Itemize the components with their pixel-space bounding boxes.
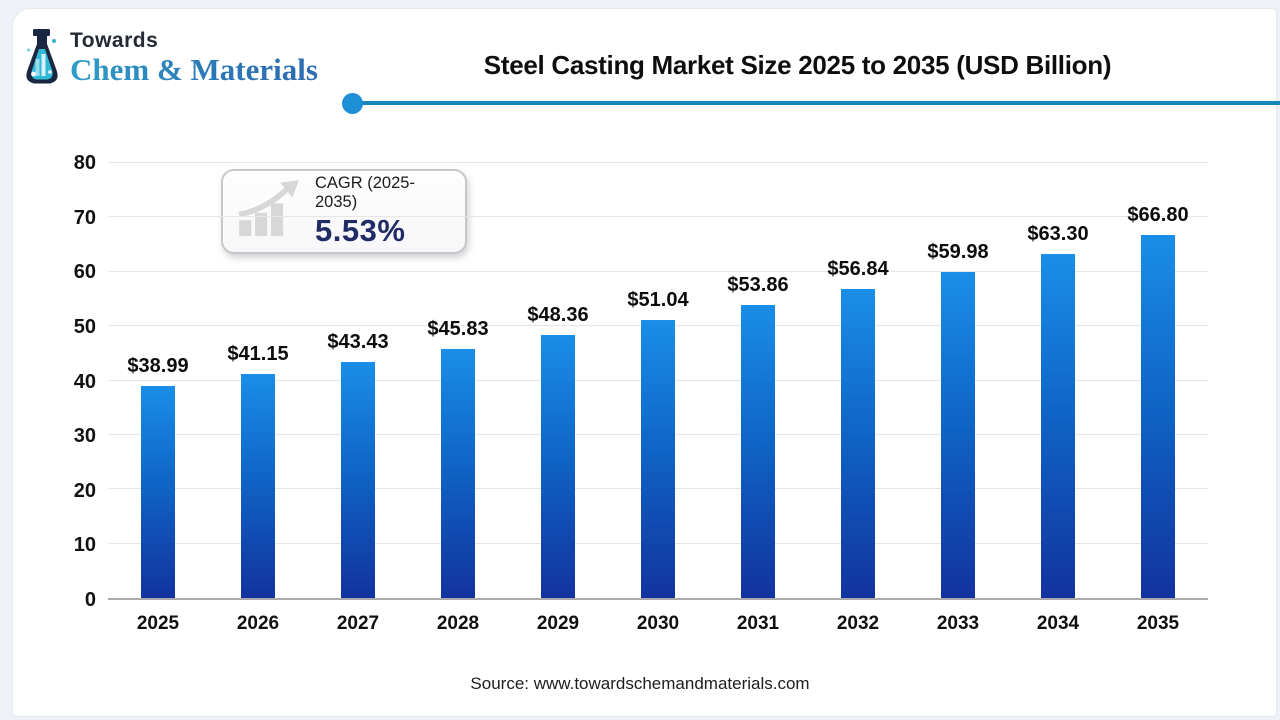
x-tick-label: 2025 <box>136 613 180 634</box>
bar-value-label: $51.04 <box>627 289 689 312</box>
gridline <box>108 162 1208 163</box>
bar-column: $38.99 <box>108 163 208 598</box>
bar-2027 <box>341 361 375 598</box>
brand-text-block: Towards Chem & Materials <box>70 30 318 85</box>
bar-2026 <box>241 374 275 598</box>
brand-name-label: Chem & Materials <box>70 52 318 87</box>
brand-towards-label: Towards <box>70 29 159 52</box>
cagr-label: CAGR (2025-2035) <box>315 174 415 211</box>
page-title: Steel Casting Market Size 2025 to 2035 (… <box>483 50 1112 80</box>
bar-column: $45.83 <box>408 163 508 598</box>
x-tick-label: 2035 <box>1136 613 1180 634</box>
brand-flask-icon <box>20 28 64 93</box>
bar-2030 <box>641 320 675 598</box>
bar-column: $66.80 <box>1108 163 1208 598</box>
x-tick-label: 2033 <box>936 613 980 634</box>
y-tick-label: 70 <box>73 206 96 229</box>
bar-2025 <box>141 386 175 598</box>
x-tick-label: 2030 <box>636 613 680 634</box>
y-tick-label: 40 <box>73 370 96 393</box>
bar-value-label: $66.80 <box>1127 203 1189 226</box>
x-tick-label: 2026 <box>236 613 280 634</box>
title-divider-dot <box>342 93 363 114</box>
bar-2035 <box>1141 234 1175 598</box>
y-tick-label: 50 <box>73 315 96 338</box>
bar-column: $59.98 <box>908 163 1008 598</box>
bar-column: $48.36 <box>508 163 608 598</box>
bar-column: $63.30 <box>1008 163 1108 598</box>
bar-2034 <box>1041 253 1075 598</box>
y-tick-label: 30 <box>73 425 96 448</box>
bar-2028 <box>441 348 475 598</box>
bar-column: $56.84 <box>808 163 908 598</box>
plot-area: $38.99 $41.15 $43.43 $45.83 $48.36 $51.04 $53.… <box>108 162 1208 600</box>
bar-value-label: $43.43 <box>327 330 389 353</box>
gridline <box>108 216 1208 218</box>
x-tick-label: 2027 <box>336 613 380 634</box>
title-divider-line <box>353 101 1280 105</box>
bar-value-label: $45.83 <box>427 317 489 340</box>
bar-value-label: $41.15 <box>227 343 289 366</box>
cagr-text-block: CAGR (2025-2035) 5.53% <box>315 174 455 249</box>
x-tick-label: 2031 <box>736 613 780 634</box>
bar-value-label: $59.98 <box>927 240 989 263</box>
bar-column: $53.86 <box>708 163 808 598</box>
x-tick-label: 2029 <box>536 613 580 634</box>
gridline <box>108 270 1208 272</box>
bar-value-label: $48.36 <box>527 304 589 327</box>
x-tick-label: 2032 <box>836 613 880 634</box>
y-tick-label: 10 <box>73 534 96 557</box>
growth-chart-icon <box>237 180 303 243</box>
bar-column: $43.43 <box>308 163 408 598</box>
x-axis: 2025 2026 2027 2028 2029 2030 2031 2032 2033 2034… <box>108 613 1208 641</box>
bar-2033 <box>941 271 975 598</box>
source-text: Source: www.towardschemandmaterials.com <box>470 674 810 693</box>
x-tick-label: 2034 <box>1036 613 1080 634</box>
y-tick-label: 80 <box>73 152 96 174</box>
bar-value-label: $56.84 <box>827 257 889 280</box>
cagr-badge: CAGR (2025-2035) 5.53% <box>221 169 467 254</box>
bar-value-label: $53.86 <box>727 274 789 297</box>
bar-value-label: $38.99 <box>127 355 189 377</box>
y-axis: 0 10 20 30 40 50 60 70 80 <box>28 152 96 611</box>
bar-2032 <box>841 288 875 598</box>
bar-2031 <box>741 305 775 598</box>
bar-2029 <box>541 335 575 598</box>
bar-column: $41.15 <box>208 163 308 598</box>
bar-value-label: $63.30 <box>1027 222 1089 245</box>
y-tick-label: 20 <box>73 479 96 502</box>
y-tick-label: 60 <box>73 261 96 284</box>
x-tick-label: 2028 <box>436 613 480 634</box>
y-tick-label: 0 <box>84 589 96 611</box>
bar-column: $51.04 <box>608 163 708 598</box>
cagr-value: 5.53% <box>315 213 406 248</box>
